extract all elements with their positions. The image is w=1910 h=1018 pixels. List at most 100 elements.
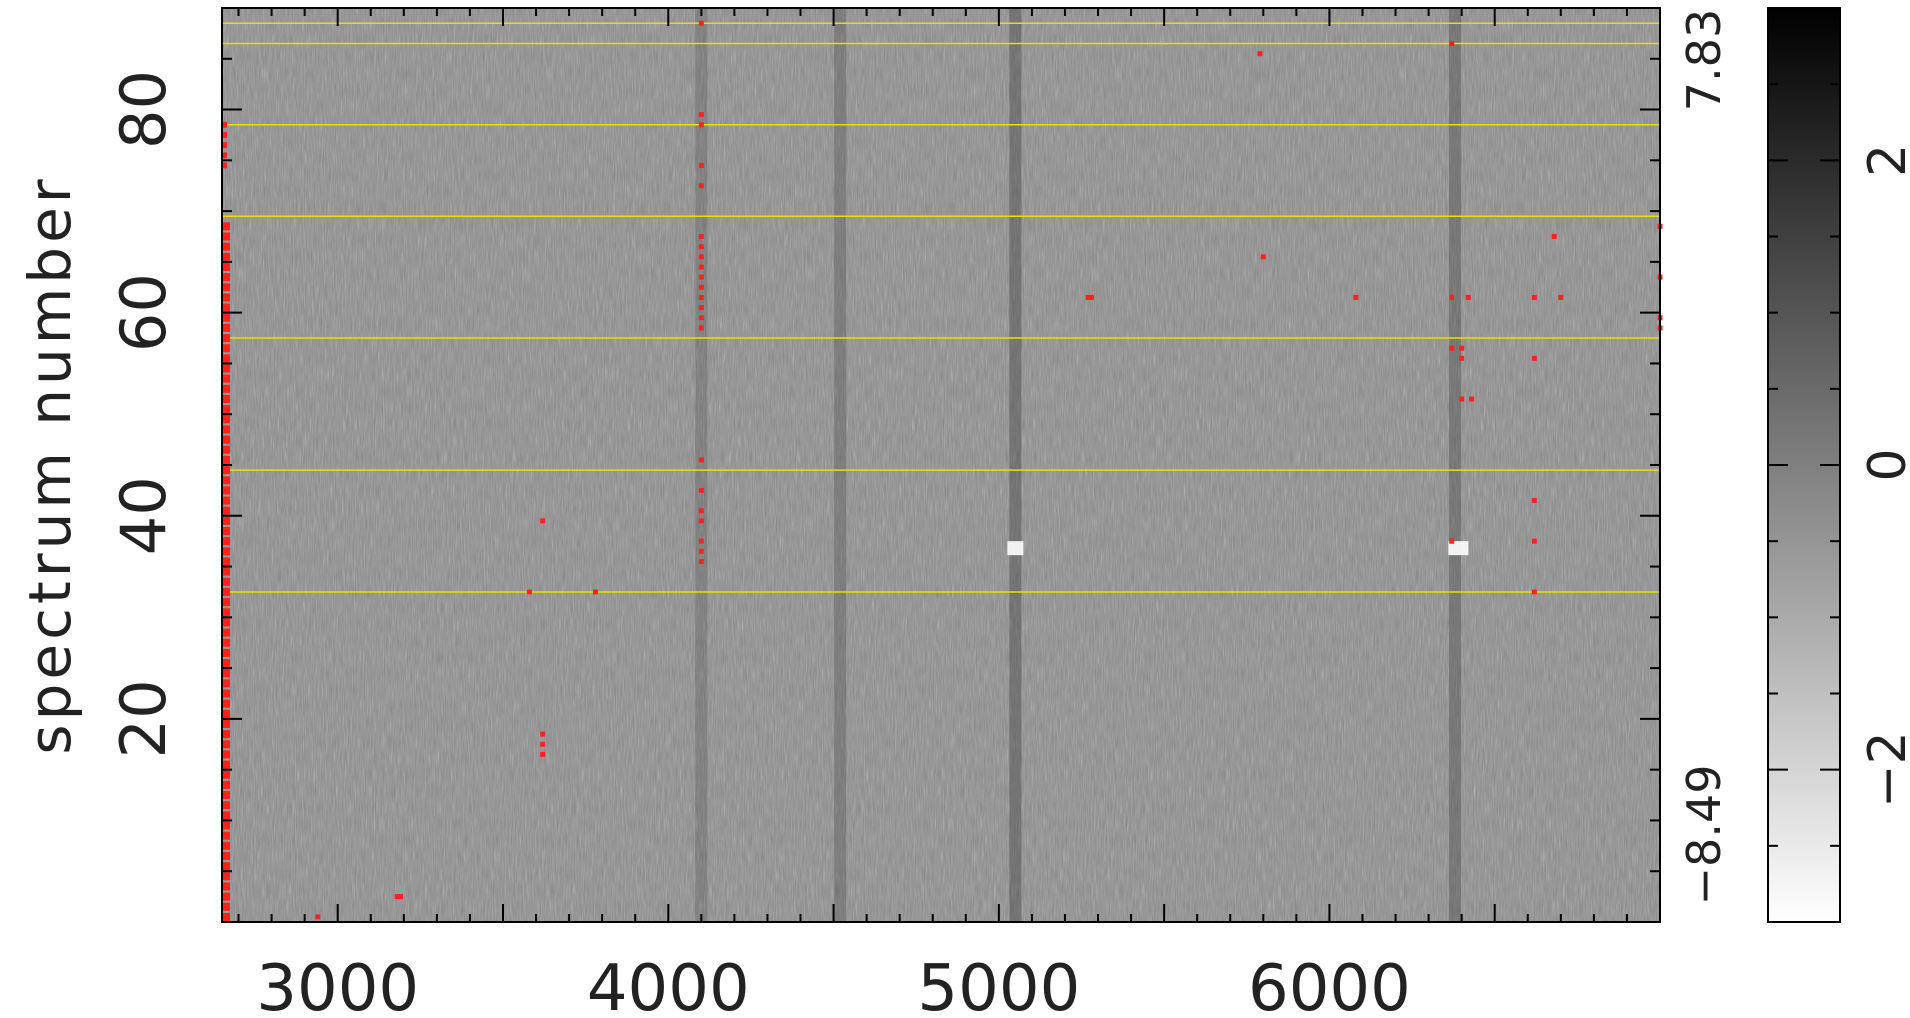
flagged-point <box>394 894 400 900</box>
y-min-label: −8.49 <box>1677 765 1731 906</box>
flagged-point <box>698 518 704 524</box>
flagged-point <box>698 244 704 250</box>
flagged-point <box>1449 538 1455 544</box>
flagged-point <box>698 538 704 544</box>
flagged-point <box>223 384 230 393</box>
y-tick-label: 40 <box>107 476 180 555</box>
flagged-point <box>1558 294 1564 300</box>
flagged-point <box>223 587 230 596</box>
flagged-point <box>223 242 230 251</box>
y-tick-label: 60 <box>107 273 180 352</box>
flagged-point <box>698 487 704 493</box>
flagged-point <box>223 273 230 282</box>
flagged-point <box>1449 345 1455 351</box>
flagged-point <box>223 303 230 312</box>
flagged-point <box>223 425 230 434</box>
flagged-point <box>1459 345 1465 351</box>
image-band <box>1448 541 1469 556</box>
flagged-point <box>223 648 230 657</box>
flagged-point <box>223 354 230 363</box>
flagged-point <box>698 162 704 168</box>
colorbar-ticks: −2 0 2 <box>1768 83 1910 847</box>
flagged-point <box>223 750 230 759</box>
flagged-point <box>223 232 230 241</box>
y-axis: 20 40 60 80 <box>107 7 1660 923</box>
flagged-point <box>223 567 230 576</box>
flagged-point <box>398 894 404 900</box>
flagged-point <box>698 274 704 280</box>
flagged-point <box>1257 51 1263 57</box>
flagged-point <box>223 709 230 718</box>
flagged-point <box>223 618 230 627</box>
y-tick-label: 20 <box>107 679 180 758</box>
flagged-point <box>698 548 704 554</box>
flagged-point <box>223 527 230 536</box>
heatmap-features <box>695 8 1469 922</box>
x-tick-label: 4000 <box>587 952 750 1018</box>
image-band <box>834 8 847 922</box>
flagged-point <box>223 628 230 637</box>
flagged-point <box>698 254 704 260</box>
x-tick-label: 3000 <box>256 952 419 1018</box>
image-band <box>1449 8 1462 922</box>
flagged-point <box>223 801 230 810</box>
flagged-point <box>223 912 230 921</box>
flagged-point <box>1551 234 1557 239</box>
flagged-point <box>223 222 230 231</box>
flagged-point <box>223 831 230 840</box>
flagged-point <box>1531 589 1537 595</box>
flagged-point <box>1531 538 1537 544</box>
flagged-point <box>526 589 532 595</box>
flagged-point <box>223 162 227 169</box>
flagged-point <box>223 791 230 800</box>
x-tick-label: 5000 <box>917 952 1080 1018</box>
flagged-points <box>223 20 1663 921</box>
flagged-point <box>223 760 230 769</box>
flagged-point <box>1531 355 1537 361</box>
flagged-point <box>698 234 704 239</box>
flagged-point <box>223 121 227 128</box>
flagged-point <box>1260 254 1266 260</box>
flagged-point <box>223 445 230 454</box>
colorbar-tick-label: 2 <box>1858 144 1910 177</box>
colorbar: −2 0 2 <box>1767 7 1910 923</box>
flagged-point <box>315 914 321 920</box>
flagged-point <box>223 699 230 708</box>
flagged-point <box>223 364 230 373</box>
flagged-point <box>1459 396 1465 402</box>
flagged-point <box>223 821 230 830</box>
flagged-point <box>223 577 230 586</box>
flagged-point <box>223 598 230 607</box>
flagged-point <box>223 476 230 485</box>
y-max-label: 7.83 <box>1677 9 1731 111</box>
y-axis-label: spectrum number <box>16 175 84 754</box>
flagged-point <box>223 293 230 302</box>
flagged-point <box>223 719 230 728</box>
flagged-point <box>1531 294 1537 300</box>
flagged-point <box>223 415 230 424</box>
flagged-point <box>698 284 704 290</box>
image-band <box>1007 541 1024 556</box>
flagged-point <box>223 770 230 779</box>
flagged-point <box>698 325 704 331</box>
flagged-point <box>223 659 230 668</box>
flagged-point <box>223 892 230 901</box>
flagged-point <box>1449 294 1455 300</box>
flagged-point <box>223 780 230 789</box>
flagged-point <box>223 455 230 464</box>
flagged-point <box>223 851 230 860</box>
flagged-point <box>223 638 230 647</box>
flagged-point <box>223 506 230 515</box>
flagged-point <box>698 20 704 26</box>
flagged-point <box>698 315 704 321</box>
flagged-point <box>223 882 230 891</box>
flagged-point <box>223 669 230 678</box>
flagged-point <box>698 294 704 300</box>
flagged-point <box>223 374 230 383</box>
flagged-point <box>223 252 230 261</box>
flagged-point <box>223 537 230 546</box>
flagged-point <box>593 589 599 595</box>
flagged-point <box>223 608 230 617</box>
x-tick-label: 6000 <box>1248 952 1411 1018</box>
